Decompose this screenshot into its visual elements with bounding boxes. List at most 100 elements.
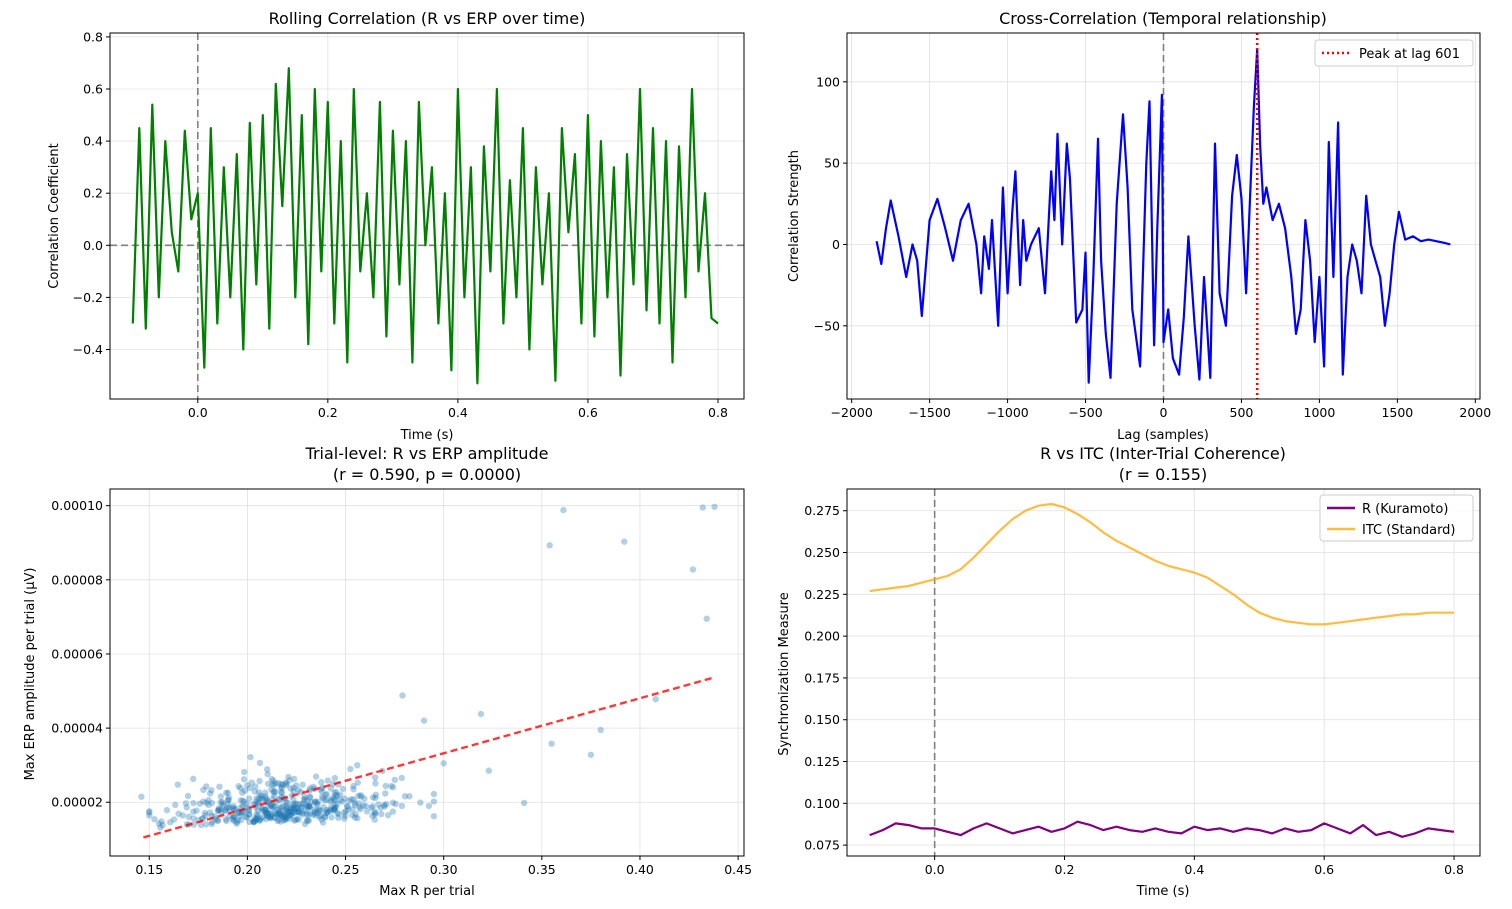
scatter-point — [330, 805, 338, 813]
scatter-point — [337, 796, 344, 804]
scatter-point — [309, 811, 317, 818]
scatter-point — [246, 795, 253, 802]
scatter-point — [277, 812, 285, 820]
scatter-point — [282, 779, 289, 786]
scatter-point — [279, 813, 287, 820]
scatter-point — [248, 779, 255, 786]
scatter-point — [711, 503, 718, 510]
scatter-point — [214, 817, 222, 824]
scatter-point — [215, 805, 223, 812]
scatter-point — [270, 777, 277, 784]
scatter-point — [254, 800, 262, 807]
scatter-point — [246, 784, 254, 792]
scatter-point — [230, 817, 238, 824]
scatter-point — [238, 810, 245, 817]
scatter-ytick-label: 0.00006 — [51, 646, 103, 661]
scatter-point — [252, 817, 259, 824]
r_vs_itc-xtick-label: 0.8 — [1444, 862, 1464, 877]
scatter-point — [295, 787, 302, 794]
rolling-ytick-label: −0.4 — [73, 342, 103, 357]
scatter-point — [281, 816, 289, 824]
scatter-point — [388, 782, 395, 790]
scatter-point — [246, 818, 253, 826]
scatter-title: Trial-level: R vs ERP amplitude — [305, 444, 549, 463]
scatter-point — [399, 692, 406, 699]
scatter-point — [338, 798, 346, 805]
scatter-point — [241, 768, 248, 776]
scatter-point — [355, 792, 362, 800]
scatter-point — [335, 814, 342, 821]
scatter-point — [305, 817, 313, 824]
r_vs_itc-line-0 — [869, 820, 1455, 838]
scatter-point — [269, 805, 276, 812]
scatter-point — [308, 799, 315, 806]
scatter-point — [337, 791, 344, 798]
scatter-point — [289, 809, 296, 816]
scatter-grid — [110, 489, 744, 856]
scatter-point — [239, 789, 246, 796]
scatter-point — [259, 814, 267, 821]
scatter-point — [305, 802, 312, 810]
scatter-point — [224, 800, 232, 808]
scatter-point — [151, 816, 158, 823]
itc-xlabel: Time (s) — [1136, 884, 1190, 899]
scatter-xtick-label: 0.15 — [135, 862, 163, 877]
scatter-point — [383, 800, 390, 808]
r_vs_itc-ytick-label: 0.125 — [804, 754, 840, 769]
scatter-point — [358, 793, 365, 800]
scatter-point — [303, 817, 311, 825]
r_vs_itc-xtick-label: 0.0 — [925, 862, 945, 877]
scatter-point — [303, 802, 310, 810]
scatter-point — [240, 776, 248, 783]
scatter-point — [293, 809, 300, 816]
scatter-axes-frame — [109, 488, 745, 857]
rolling-axes-frame — [109, 32, 745, 400]
scatter-xtick-label: 0.35 — [528, 862, 556, 877]
scatter-point — [170, 816, 178, 823]
scatter-point — [225, 794, 233, 802]
scatter-point — [381, 801, 388, 809]
scatter-point — [243, 800, 251, 807]
scatter-point — [301, 795, 308, 803]
scatter-point — [283, 814, 290, 822]
scatter-point — [349, 805, 356, 813]
scatter-point — [291, 807, 298, 814]
scatter-point — [275, 806, 282, 814]
itc-series — [869, 502, 1455, 838]
scatter-point — [262, 807, 270, 814]
scatter-point — [275, 780, 282, 787]
scatter-point — [319, 793, 326, 800]
scatter-point — [311, 808, 318, 816]
scatter-point — [369, 794, 377, 801]
scatter-point — [316, 807, 323, 814]
scatter-point — [360, 802, 367, 809]
scatter-point — [222, 816, 230, 823]
scatter-point — [311, 806, 319, 813]
scatter-point — [259, 807, 266, 815]
r_vs_itc-xtick-label: 0.2 — [1055, 862, 1075, 877]
scatter-point — [223, 789, 230, 797]
scatter-point — [323, 796, 331, 803]
scatter-point — [285, 799, 292, 807]
scatter-point — [205, 801, 212, 809]
scatter-point — [287, 805, 295, 812]
scatter-point — [347, 765, 354, 773]
scatter-point — [223, 817, 230, 825]
scatter-point — [652, 695, 659, 703]
scatter-point — [217, 806, 224, 813]
scatter-point — [215, 807, 222, 814]
crosscorr-xtick-label: 2000 — [1459, 405, 1491, 420]
scatter-point — [167, 819, 174, 826]
scatter-point — [314, 798, 321, 805]
scatter-point — [289, 805, 296, 812]
scatter-point — [200, 786, 207, 794]
scatter-point — [267, 812, 275, 820]
scatter-point — [363, 808, 371, 815]
r_vs_itc-xtick-label: 0.4 — [1184, 862, 1204, 877]
scatter-point — [372, 794, 379, 802]
scatter-point — [225, 797, 232, 804]
crosscorr-ytick-label: 50 — [824, 156, 840, 171]
scatter-point — [255, 789, 263, 796]
scatter-point — [368, 804, 375, 811]
scatter-point — [206, 790, 214, 797]
